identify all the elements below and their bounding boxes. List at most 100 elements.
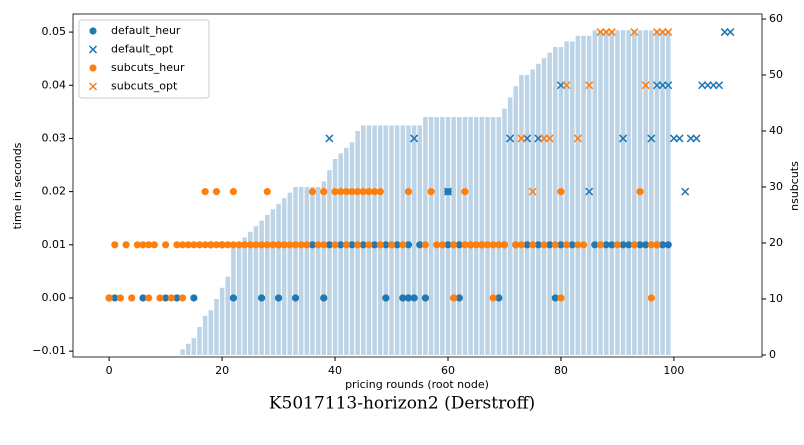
legend-label: subcuts_heur <box>111 61 185 74</box>
dot-marker <box>382 241 390 249</box>
dot-marker <box>512 241 520 249</box>
dot-marker <box>370 241 379 249</box>
dot-marker <box>258 294 266 302</box>
dot-marker <box>331 188 339 196</box>
dot-marker <box>483 241 492 249</box>
x-tick-label: 100 <box>663 364 684 377</box>
dot-marker <box>365 241 373 249</box>
dot-marker <box>540 241 548 249</box>
x-marker <box>506 134 515 143</box>
bar <box>575 35 581 355</box>
dot-marker <box>489 294 497 302</box>
bar <box>428 117 434 355</box>
bar <box>293 187 298 355</box>
dot-marker <box>337 241 345 249</box>
x-marker <box>325 134 334 143</box>
dot-marker <box>455 241 463 249</box>
bar <box>344 147 349 355</box>
dot-marker <box>325 241 333 249</box>
bar <box>490 117 496 355</box>
dot-marker <box>410 294 418 302</box>
dot-marker <box>478 241 486 249</box>
dot-marker <box>427 188 435 196</box>
bar <box>361 125 366 355</box>
dot-marker <box>529 241 537 249</box>
caption: K5017113-horizon2 (Derstroff) <box>269 394 535 414</box>
dot-marker <box>354 188 362 196</box>
dot-marker <box>551 294 559 302</box>
bar <box>615 30 620 355</box>
y2-tick-label: 20 <box>769 236 783 249</box>
dot-marker <box>421 294 430 302</box>
dot-marker <box>150 241 158 249</box>
bar <box>649 30 654 355</box>
dot-marker <box>342 188 350 196</box>
y-tick-label: 0.02 <box>42 185 67 198</box>
dot-marker <box>495 241 503 249</box>
x-marker <box>630 28 639 37</box>
dot-marker <box>145 294 153 302</box>
dot-marker <box>291 241 300 249</box>
bar <box>406 125 411 355</box>
legend-marker <box>88 82 98 91</box>
bar <box>541 58 547 355</box>
x-tick-label: 60 <box>441 364 455 377</box>
bar <box>462 117 468 355</box>
bar <box>394 125 400 355</box>
dot-marker <box>450 241 458 249</box>
dot-marker <box>201 241 209 249</box>
legend-label: subcuts_opt <box>111 80 178 93</box>
dot-marker <box>111 294 119 302</box>
bar <box>473 117 479 355</box>
dot-marker <box>370 188 379 196</box>
legend: default_heur default_opt subcuts_heursubcu… <box>78 19 210 99</box>
bar <box>502 108 507 355</box>
bar <box>202 315 208 355</box>
y2-tick-label: 60 <box>769 12 783 25</box>
bar <box>389 125 394 355</box>
dot-marker <box>229 188 237 196</box>
dot-marker <box>178 294 187 302</box>
dot-marker <box>642 241 650 249</box>
dot-marker <box>636 241 644 249</box>
y2-tick-label: 30 <box>769 180 783 193</box>
dot-marker <box>116 294 125 302</box>
dot-marker <box>461 188 469 196</box>
x-marker <box>517 134 526 143</box>
dot-marker <box>359 188 367 196</box>
dot-marker <box>602 241 610 249</box>
dot-marker <box>258 241 266 249</box>
x-marker <box>641 81 650 90</box>
dot-marker <box>613 241 622 249</box>
dot-marker <box>320 188 328 196</box>
dot-marker <box>207 241 215 249</box>
dot-marker <box>274 241 283 249</box>
bar <box>451 117 456 355</box>
dot-marker <box>269 241 277 249</box>
bar <box>253 226 259 355</box>
x-marker <box>443 187 453 196</box>
dot-marker <box>382 294 390 302</box>
x-marker <box>726 28 735 37</box>
bar <box>265 215 270 355</box>
x-marker <box>664 81 673 90</box>
dot-marker <box>472 241 480 249</box>
legend-box <box>78 19 210 99</box>
bar <box>468 117 473 355</box>
x-tick-label: 80 <box>554 364 568 377</box>
bar <box>609 30 615 355</box>
y2-tick-label: 50 <box>769 68 783 81</box>
x-marker <box>562 81 571 90</box>
bar <box>643 30 648 355</box>
bar <box>553 47 558 355</box>
dot-marker <box>128 294 136 302</box>
dot-marker <box>393 241 401 249</box>
y2-tick-label: 10 <box>769 292 783 305</box>
bar <box>332 159 338 355</box>
bar <box>219 287 225 355</box>
bar <box>276 203 281 355</box>
dot-marker <box>404 188 413 196</box>
dot-marker <box>365 188 373 196</box>
dot-marker <box>653 241 661 249</box>
